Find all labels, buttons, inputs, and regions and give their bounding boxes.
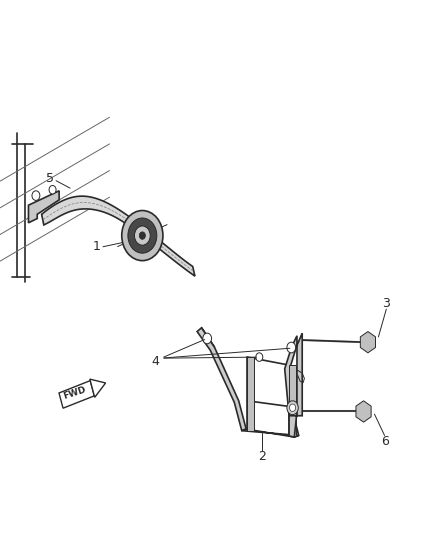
Circle shape [287, 342, 296, 353]
Text: 6: 6 [381, 435, 389, 448]
Polygon shape [247, 357, 254, 431]
Text: 5: 5 [46, 172, 54, 185]
Polygon shape [356, 401, 371, 422]
Polygon shape [59, 381, 94, 408]
Text: FWD: FWD [62, 385, 87, 401]
Polygon shape [197, 328, 246, 431]
Polygon shape [42, 196, 195, 276]
Circle shape [128, 218, 157, 253]
Polygon shape [90, 379, 106, 398]
Circle shape [139, 232, 145, 239]
Circle shape [203, 333, 212, 344]
Circle shape [287, 401, 298, 415]
Polygon shape [360, 332, 375, 353]
Text: 3: 3 [382, 297, 390, 310]
Circle shape [32, 191, 40, 200]
Text: 1: 1 [92, 240, 100, 253]
Circle shape [134, 226, 150, 245]
Text: 2: 2 [258, 450, 266, 463]
Polygon shape [242, 429, 299, 437]
Circle shape [290, 404, 296, 411]
Polygon shape [28, 191, 59, 223]
Text: 4: 4 [152, 355, 159, 368]
Polygon shape [201, 328, 215, 348]
Polygon shape [289, 365, 296, 436]
Circle shape [122, 211, 163, 261]
Circle shape [49, 185, 56, 194]
Circle shape [256, 353, 263, 361]
Polygon shape [285, 346, 299, 437]
Polygon shape [289, 333, 302, 437]
